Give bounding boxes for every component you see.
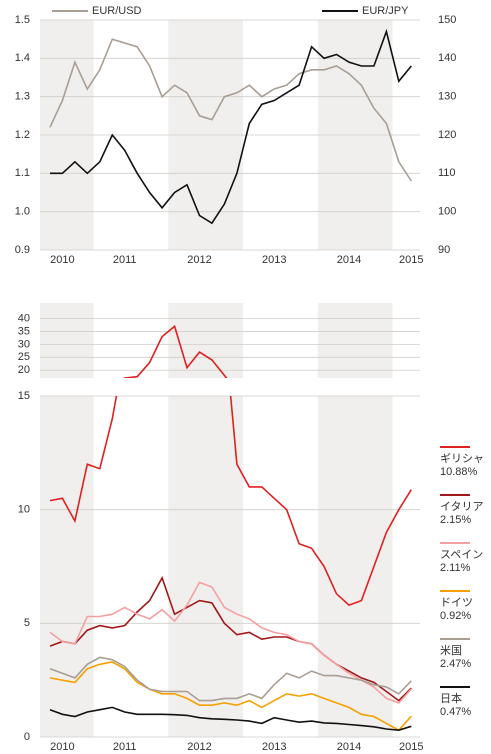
y-tick-label: 1.4 [15, 52, 30, 64]
legend-value: 2.47% [440, 658, 471, 670]
legend-value: 2.11% [440, 562, 471, 574]
x-tick-label: 2013 [262, 254, 286, 266]
y-tick-label: 1.2 [15, 129, 30, 141]
x-tick-label: 2012 [187, 254, 211, 266]
series-line [49, 396, 412, 607]
series-line [50, 28, 412, 225]
x-tick-label: 2011 [113, 741, 137, 753]
series-line [49, 661, 412, 732]
y-tick-label: 15 [18, 390, 30, 402]
y-tick-label: 35 [18, 325, 30, 337]
y-tick-label: 40 [18, 312, 30, 324]
x-tick-label: 2014 [337, 741, 361, 753]
legend-value: 0.92% [440, 610, 471, 622]
series-line [49, 656, 412, 702]
legend-value: 0.47% [440, 706, 471, 718]
series-line [49, 575, 412, 702]
x-tick-label: 2011 [113, 254, 137, 266]
y2-tick-label: 90 [438, 244, 450, 256]
legend-label: イタリア [440, 500, 484, 513]
x-tick-label: 2014 [337, 254, 361, 266]
legend-label: ドイツ [440, 597, 473, 609]
x-tick-label: 2015 [399, 741, 423, 753]
x-tick-label: 2015 [399, 254, 423, 266]
y2-tick-label: 110 [438, 167, 456, 179]
year-shade [40, 303, 94, 378]
year-shade [40, 396, 94, 737]
y-tick-label: 1.5 [15, 14, 30, 26]
legend-label: 米国 [440, 644, 462, 657]
x-tick-label: 2010 [50, 741, 74, 753]
y2-tick-label: 130 [438, 91, 456, 103]
year-shade [168, 396, 244, 737]
legend-label: スペイン [440, 549, 483, 561]
legend-label: ギリシャ [440, 452, 484, 465]
y-tick-label: 25 [18, 351, 30, 363]
y2-tick-label: 120 [438, 129, 456, 141]
series-line [49, 706, 412, 732]
y-tick-label: 1.0 [15, 206, 30, 218]
y2-tick-label: 140 [438, 52, 456, 64]
legend-label: EUR/USD [92, 5, 142, 17]
legend-label: 日本 [440, 691, 462, 705]
legend-value: 10.88% [440, 466, 478, 478]
x-tick-label: 2012 [187, 741, 211, 753]
y-tick-label: 5 [24, 617, 30, 629]
y-tick-label: 10 [18, 504, 30, 516]
y-tick-label: 0 [24, 731, 30, 743]
x-tick-label: 2013 [262, 741, 286, 753]
year-shade [317, 396, 393, 737]
series-line [49, 581, 412, 704]
y-tick-label: 1.1 [15, 167, 30, 179]
y-tick-label: 20 [18, 364, 30, 376]
year-shade [168, 303, 244, 378]
y2-tick-label: 150 [438, 14, 456, 26]
y2-tick-label: 100 [438, 206, 456, 218]
y-tick-label: 30 [18, 338, 30, 350]
legend-value: 2.15% [440, 514, 471, 526]
y-tick-label: 0.9 [15, 244, 30, 256]
legend-label: EUR/JPY [362, 5, 409, 17]
x-tick-label: 2010 [50, 254, 74, 266]
year-shade [317, 303, 393, 378]
series-line [49, 38, 412, 182]
y-tick-label: 1.3 [15, 91, 30, 103]
